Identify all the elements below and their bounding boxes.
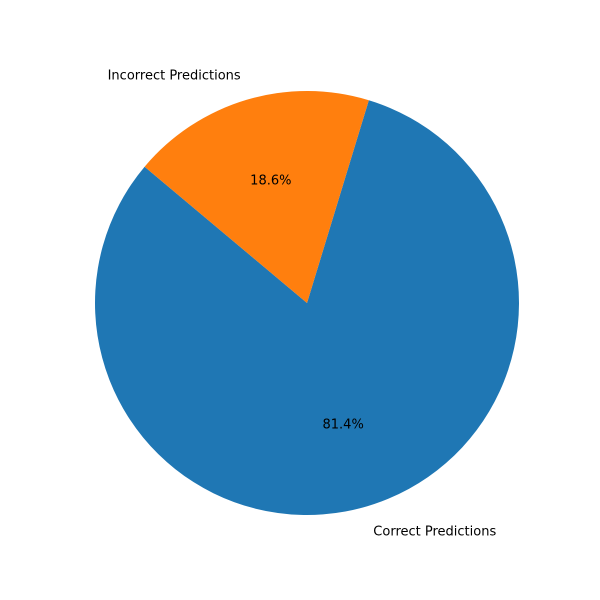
pie-category-label: Incorrect Predictions [108,68,241,83]
pie-percent-label: 81.4% [323,417,364,432]
pie-slice-incorrect-predictions [144,90,369,303]
pie-labels: Correct Predictions 81.4% Incorrect Predic… [108,68,497,539]
pie-percent-label: 18.6% [250,174,291,189]
pie-slices [95,90,520,516]
pie-category-label: Correct Predictions [373,524,496,539]
pie-slice-correct-predictions [95,100,520,516]
